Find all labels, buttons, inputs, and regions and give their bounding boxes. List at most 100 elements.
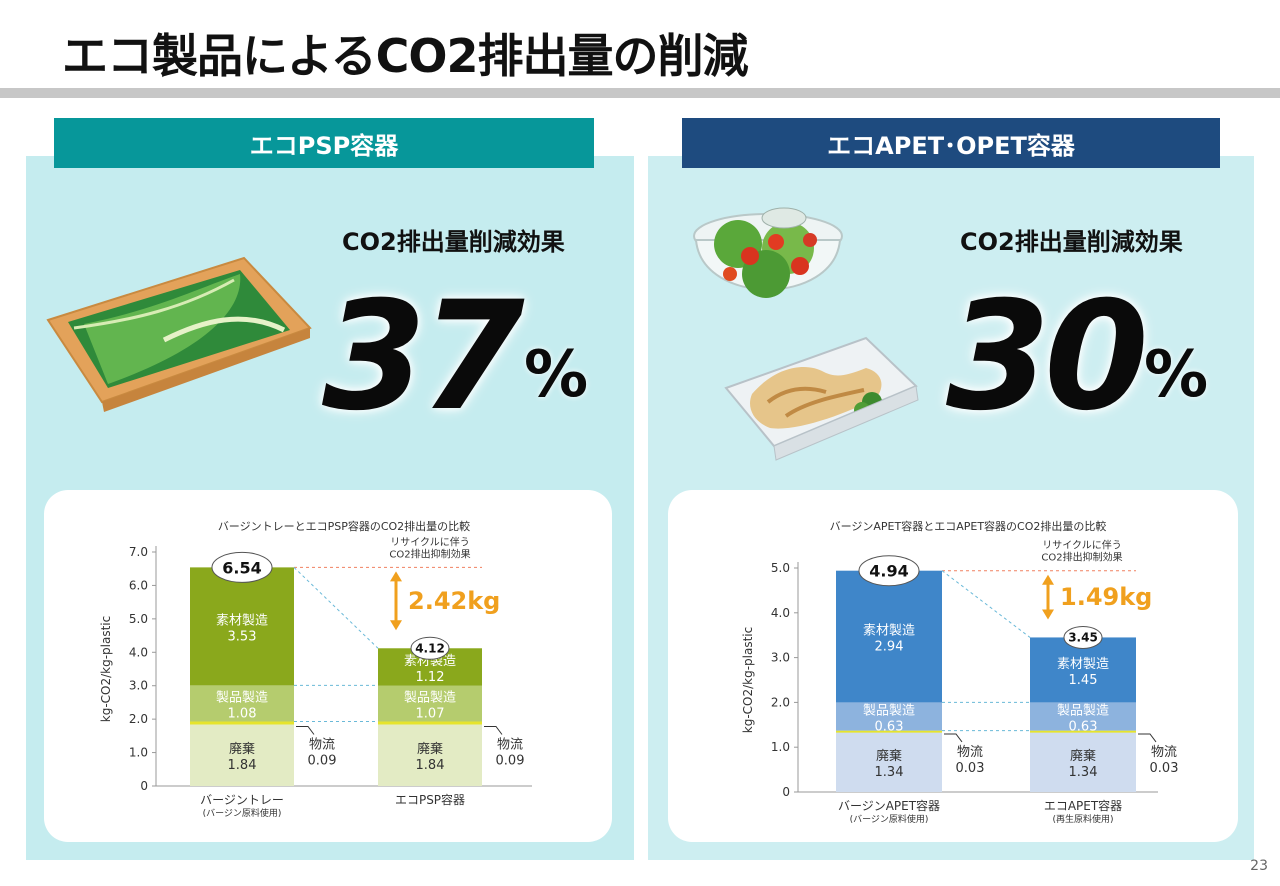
reduction-amount-label: 2.42kg (408, 587, 500, 615)
y-tick-label: 5.0 (129, 612, 148, 626)
segment-name-label: 素材製造 (216, 613, 268, 628)
reduction-arrow-head (1042, 609, 1054, 620)
segment-name-label: 製品製造 (863, 704, 915, 719)
logistics-value-label: 0.09 (308, 753, 337, 768)
y-tick-label: 1.0 (129, 746, 148, 760)
logistics-value-label: 0.03 (1150, 761, 1179, 776)
y-axis-label: kg-CO2/kg-plastic (99, 616, 113, 723)
logistics-leader-line (944, 733, 963, 743)
segment-value-label: 1.84 (228, 758, 257, 773)
y-tick-label: 2.0 (129, 712, 148, 726)
psp-chart-card: バージントレーとエコPSP容器のCO2排出量の比較 0 1.0 2.0 3.0 4.0 5.… (44, 490, 612, 842)
bar-segment (836, 730, 942, 733)
segment-value-label: 2.94 (875, 640, 904, 655)
apet-reduction-value: 30 (946, 270, 1149, 444)
x-category-label: エコAPET容器 (1044, 798, 1122, 813)
segment-value-label: 1.45 (1069, 673, 1098, 688)
apet-percent-sign: % (1144, 338, 1209, 412)
bar-segment (190, 724, 294, 786)
gyoza-container-image (724, 336, 919, 461)
y-tick-label: 0 (782, 785, 790, 799)
logistics-leader-line (484, 725, 503, 735)
x-category-note: (再生原料使用) (1052, 813, 1113, 825)
y-tick-label: 3.0 (771, 651, 790, 665)
total-cloud (1063, 625, 1103, 649)
psp-reduction-value: 37 (322, 270, 525, 444)
y-tick-label: 7.0 (129, 545, 148, 559)
logistics-leader-line (296, 725, 315, 735)
logistics-value-label: 0.09 (496, 753, 525, 768)
x-category-label: バージントレー (200, 793, 284, 807)
x-category-note: (バージン原料使用) (203, 807, 282, 819)
logistics-name-label: 物流 (957, 745, 983, 760)
segment-name-label: 廃棄 (417, 741, 443, 757)
logistics-leader-line (1138, 733, 1157, 743)
total-label: 4.94 (869, 562, 908, 581)
logistics-name-label: 物流 (309, 737, 335, 752)
y-tick-label: 0 (140, 779, 148, 793)
bar-segment (1030, 702, 1136, 731)
y-tick-label: 3.0 (129, 679, 148, 693)
psp-effect-label: CO2排出量削減効果 (342, 228, 565, 256)
apet-chart-card: バージンAPET容器とエコAPET容器のCO2排出量の比較 0 1.0 2.0 3.0 4… (668, 490, 1238, 842)
annotation-label: リサイクルに伴う (1042, 539, 1122, 552)
reduction-arrow-head (1042, 574, 1054, 585)
segment-value-label: 0.63 (1069, 720, 1098, 735)
bar-segment (836, 702, 942, 731)
segment-value-label: 1.08 (228, 706, 257, 721)
segment-value-label: 1.07 (416, 707, 445, 722)
bar-segment (190, 685, 294, 722)
y-tick-label: 2.0 (771, 695, 790, 709)
x-category-note: (バージン原料使用) (850, 813, 929, 825)
total-label: 4.12 (415, 641, 445, 655)
reduction-arrow-head (390, 571, 402, 582)
segment-name-label: 素材製造 (863, 624, 915, 639)
psp-chart: バージントレーとエコPSP容器のCO2排出量の比較 0 1.0 2.0 3.0 4.0 5.… (99, 519, 532, 819)
y-tick-label: 6.0 (129, 578, 148, 592)
chart-title: バージントレーとエコPSP容器のCO2排出量の比較 (218, 519, 470, 533)
y-tick-label: 1.0 (771, 740, 790, 754)
reduction-amount-label: 1.49kg (1060, 583, 1152, 611)
segment-name-label: 廃棄 (1070, 748, 1096, 764)
total-cloud (858, 555, 920, 587)
bar-segment (378, 724, 482, 786)
bar-segment (378, 721, 482, 725)
total-label: 3.45 (1068, 630, 1098, 644)
logistics-name-label: 物流 (1151, 745, 1177, 760)
y-tick-label: 4.0 (129, 645, 148, 659)
segment-value-label: 0.63 (875, 720, 904, 735)
annotation-label: CO2排出抑制効果 (1041, 551, 1122, 564)
connector-line (293, 567, 379, 649)
x-category-label: エコPSP容器 (395, 792, 465, 807)
x-category-label: バージンAPET容器 (838, 798, 940, 813)
logistics-value-label: 0.03 (956, 761, 985, 776)
bar-segment (190, 567, 294, 686)
apet-chart: バージンAPET容器とエコAPET容器のCO2排出量の比較 0 1.0 2.0 3.0 4… (741, 519, 1179, 825)
bar-segment (1030, 731, 1136, 792)
segment-name-label: 素材製造 (1057, 657, 1109, 672)
chart-title: バージンAPET容器とエコAPET容器のCO2排出量の比較 (830, 519, 1107, 533)
connector-line (941, 570, 1031, 638)
segment-name-label: 製品製造 (216, 690, 268, 705)
page-title: エコ製品によるCO2排出量の削減 (62, 29, 748, 83)
segment-name-label: 廃棄 (229, 741, 255, 757)
total-label: 6.54 (222, 558, 261, 577)
segment-name-label: 製品製造 (404, 691, 456, 706)
annotation-label: CO2排出抑制効果 (389, 547, 470, 560)
psp-tray-image (46, 256, 312, 412)
segment-name-label: 素材製造 (404, 654, 456, 669)
y-axis-label: kg-CO2/kg-plastic (741, 627, 755, 734)
salad-bowl-image (693, 207, 843, 298)
segment-value-label: 1.34 (875, 765, 904, 780)
reduction-arrow-head (390, 620, 402, 631)
bar-segment (836, 731, 942, 792)
y-tick-label: 4.0 (771, 606, 790, 620)
segment-name-label: 廃棄 (876, 748, 902, 764)
psp-percent-sign: % (524, 338, 589, 412)
logistics-name-label: 物流 (497, 737, 523, 752)
total-cloud (410, 636, 450, 660)
bar-segment (378, 685, 482, 722)
apet-tab-header: エコAPET･OPET容器 (682, 118, 1220, 168)
segment-value-label: 1.34 (1069, 765, 1098, 780)
